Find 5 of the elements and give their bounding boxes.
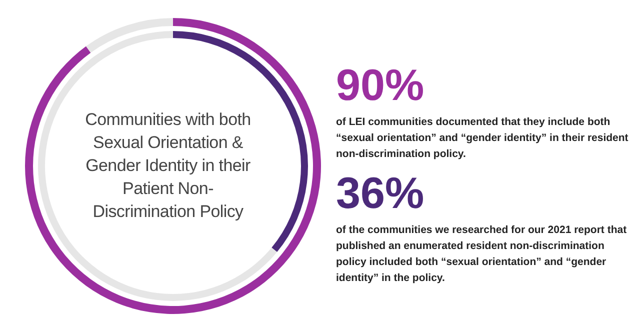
- text: of the communities we researched for our 2021 report that published an enumerated resident non-discrimination policy included both “sexual orientation” and “gender identity” in the policy.: [336, 223, 628, 286]
- text: Communities with both Sexual Orientation & Gender Identity in their Patient Non-Discrimination Policy: [84, 109, 252, 223]
- text: of LEI communities documented that they include both “sexual orientation” and “gender identity” in their resident non-discrimination policy.: [336, 115, 630, 162]
- data-label: 36%: [336, 169, 426, 218]
- data-label: 90%: [336, 61, 426, 110]
